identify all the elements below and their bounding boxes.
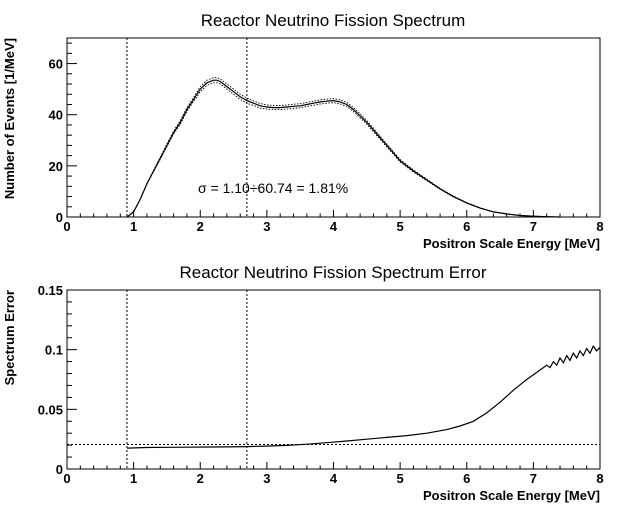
spectrum-x-tick-label: 4	[330, 219, 338, 234]
spectrum-y-tick-label: 0	[56, 210, 63, 225]
error-y-axis-label: Spectrum Error	[2, 290, 17, 385]
spectrum-x-axis-label: Positron Scale Energy [MeV]	[423, 236, 600, 251]
error-cut-lines	[126, 290, 248, 469]
spectrum-x-tick-label: 3	[263, 219, 270, 234]
spectrum-x-tick-label: 8	[596, 219, 603, 234]
spectrum-x-ticks: 0 1 2 3 4 5 6 7 8	[63, 210, 604, 234]
spectrum-y-tick-label: 40	[49, 108, 63, 123]
spectrum-series	[126, 77, 561, 218]
error-series-line-solid	[126, 344, 601, 449]
error-x-tick-label: 4	[330, 471, 338, 486]
spectrum-x-tick-label: 1	[130, 219, 137, 234]
spectrum-panel: Reactor Neutrino Fission Spectrum 0 1 2 3 4 5…	[2, 11, 604, 251]
error-title: Reactor Neutrino Fission Spectrum Error	[179, 263, 486, 282]
error-y-ticks: 0 0.05 0.1 0.15	[38, 283, 77, 477]
error-x-ticks: 0 1 2 3 4 5 6 7 8	[63, 462, 604, 486]
spectrum-y-tick-label: 20	[49, 159, 63, 174]
spectrum-x-tick-label: 6	[463, 219, 470, 234]
spectrum-x-tick-label: 0	[63, 219, 70, 234]
spectrum-y-ticks: 0 20 40 60	[49, 42, 77, 225]
spectrum-annotation: σ = 1.10÷60.74 = 1.81%	[198, 180, 348, 196]
error-y-tick-label: 0	[56, 462, 63, 477]
error-x-tick-label: 0	[63, 471, 70, 486]
spectrum-x-tick-label: 5	[397, 219, 404, 234]
error-x-tick-label: 5	[397, 471, 404, 486]
error-x-tick-label: 3	[263, 471, 270, 486]
error-panel: Reactor Neutrino Fission Spectrum Error …	[2, 263, 604, 503]
error-x-tick-label: 7	[530, 471, 537, 486]
error-series	[126, 344, 601, 449]
error-x-tick-label: 6	[463, 471, 470, 486]
spectrum-x-tick-label: 2	[197, 219, 204, 234]
spectrum-series-line-solid	[126, 79, 561, 218]
spectrum-y-tick-label: 60	[49, 57, 63, 72]
error-y-tick-label: 0.05	[38, 402, 63, 417]
spectrum-series-line-dotted	[126, 82, 561, 218]
error-y-tick-label: 0.15	[38, 283, 63, 298]
spectrum-cut-lines	[126, 38, 248, 217]
spectrum-y-axis-label: Number of Events [1/MeV]	[2, 38, 17, 199]
error-y-tick-label: 0.1	[45, 343, 63, 358]
error-x-axis-label: Positron Scale Energy [MeV]	[423, 488, 600, 503]
error-x-tick-label: 8	[596, 471, 603, 486]
spectrum-title: Reactor Neutrino Fission Spectrum	[201, 11, 466, 30]
spectrum-x-tick-label: 7	[530, 219, 537, 234]
error-x-tick-label: 1	[130, 471, 137, 486]
spectrum-series-line-dotted	[126, 77, 561, 218]
error-x-tick-label: 2	[197, 471, 204, 486]
